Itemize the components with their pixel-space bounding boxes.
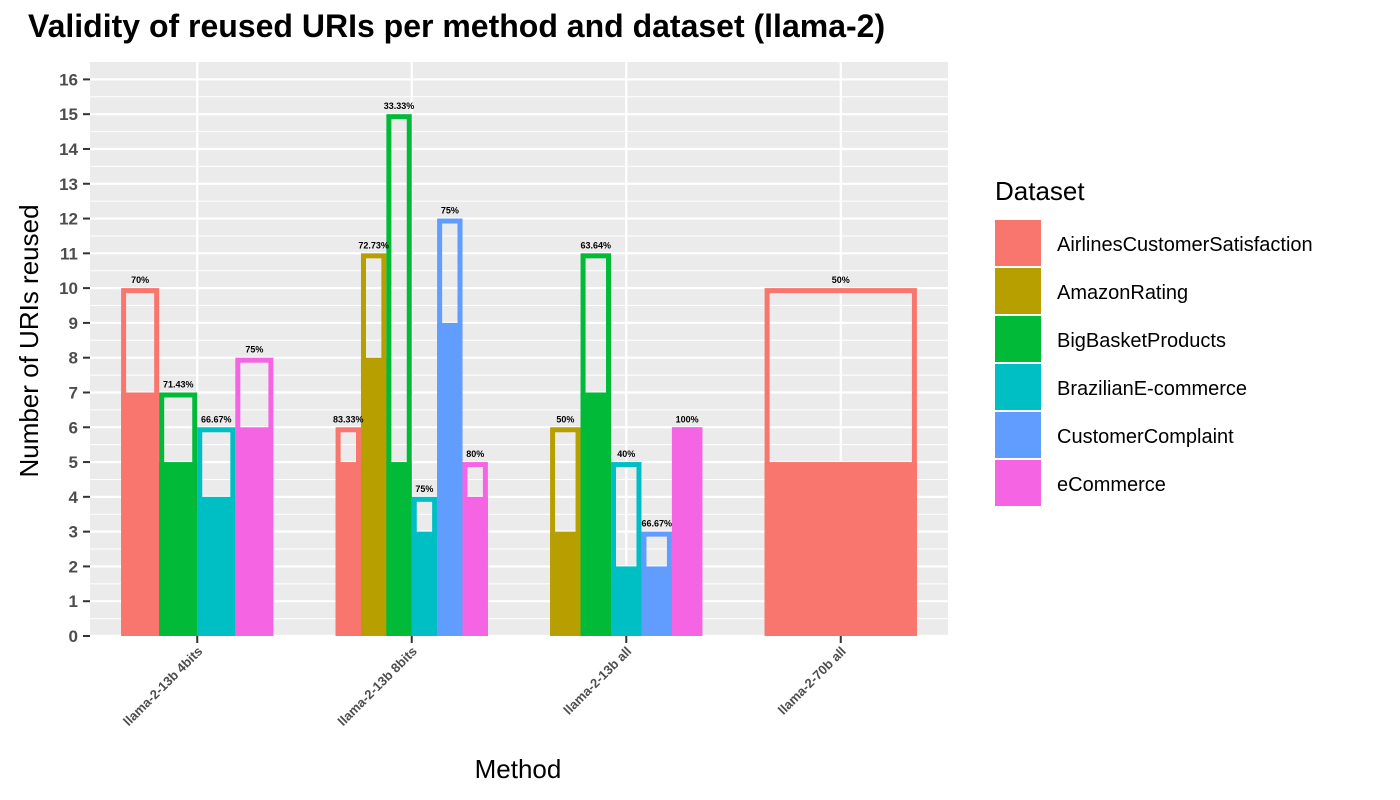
bar-valid-fill — [611, 566, 642, 636]
y-axis-title: Number of URIs reused — [14, 204, 44, 477]
x-tick-label: llama-2-70b all — [775, 644, 849, 718]
y-tick-label: 1 — [69, 592, 78, 611]
legend-key — [995, 412, 1041, 458]
y-tick-label: 10 — [59, 279, 78, 298]
legend-label: eCommerce — [1057, 474, 1166, 496]
bar-data-label: 70% — [131, 275, 149, 285]
bar-valid-fill — [159, 462, 198, 636]
legend-key — [995, 316, 1041, 362]
legend-label: AirlinesCustomerSatisfaction — [1057, 234, 1313, 256]
bar-data-label: 63.64% — [581, 240, 612, 250]
legend-key — [995, 460, 1041, 506]
bar-valid-fill — [386, 462, 412, 636]
chart-title: Validity of reused URIs per method and d… — [28, 8, 886, 44]
x-axis: llama-2-13b 4bits llama-2-13b 8bits llama-… — [120, 636, 849, 729]
legend-label: CustomerComplaint — [1057, 426, 1234, 448]
bar-data-label: 100% — [676, 414, 699, 424]
y-tick-label: 2 — [69, 557, 78, 576]
legend-key — [995, 364, 1041, 410]
bar-valid-fill — [411, 531, 438, 636]
bar-data-label: 66.67% — [201, 414, 232, 424]
legend-title: Dataset — [995, 176, 1085, 206]
x-axis-title: Method — [475, 754, 562, 784]
bar-valid-fill — [764, 462, 917, 636]
y-tick-label: 12 — [59, 210, 78, 229]
y-tick-label: 0 — [69, 627, 78, 646]
y-tick-label: 8 — [69, 349, 78, 368]
bar-valid-fill — [121, 392, 160, 636]
bar-data-label: 33.33% — [384, 101, 415, 111]
bar-data-label: 75% — [245, 345, 263, 355]
y-tick-label: 15 — [59, 105, 78, 124]
y-tick-label: 4 — [69, 488, 79, 507]
y-tick-label: 16 — [59, 70, 78, 89]
bar-valid-fill — [360, 357, 387, 636]
bar-valid-fill — [580, 392, 612, 636]
y-tick-label: 5 — [69, 453, 78, 472]
bar-valid-fill — [641, 566, 672, 636]
legend-key — [995, 220, 1041, 266]
bar-data-label: 50% — [832, 275, 850, 285]
bar-data-label: 40% — [617, 449, 635, 459]
x-tick-label: llama-2-13b all — [560, 644, 634, 718]
x-tick-label: llama-2-13b 4bits — [120, 644, 205, 729]
legend-label: BrazilianE-commerce — [1057, 378, 1247, 400]
bar-valid-fill — [235, 427, 274, 636]
legend: Dataset AirlinesCustomerSatisfaction Amaz… — [995, 176, 1313, 506]
bar-data-label: 72.73% — [358, 240, 389, 250]
bar-data-label: 75% — [415, 484, 433, 494]
legend-key — [995, 268, 1041, 314]
bar-valid-fill — [671, 427, 703, 636]
bar-valid-fill — [550, 531, 581, 636]
legend-label: AmazonRating — [1057, 282, 1188, 304]
legend-label: BigBasketProducts — [1057, 330, 1226, 352]
bar-valid-fill — [437, 322, 463, 636]
bar-valid-fill — [197, 496, 236, 636]
bar-valid-fill — [462, 496, 488, 636]
y-tick-label: 11 — [60, 244, 78, 263]
bars — [121, 114, 917, 637]
bar-data-label: 66.67% — [641, 519, 672, 529]
y-tick-label: 9 — [69, 314, 78, 333]
bar-valid-fill — [335, 462, 361, 636]
y-tick-label: 14 — [59, 140, 78, 159]
x-tick-label: llama-2-13b 8bits — [335, 644, 420, 729]
bar-data-label: 75% — [441, 206, 459, 216]
bar-data-label: 71.43% — [163, 379, 194, 389]
y-tick-label: 7 — [69, 383, 78, 402]
y-tick-label: 3 — [69, 523, 78, 542]
y-tick-label: 6 — [69, 418, 78, 437]
bar-labels: 70% 71.43% 66.67% 75% 83.33% 72.73% 33.33% 75% 7… — [131, 101, 850, 528]
bar-data-label: 80% — [466, 449, 484, 459]
bar-data-label: 83.33% — [333, 414, 364, 424]
bar-data-label: 50% — [556, 414, 574, 424]
y-tick-label: 13 — [59, 175, 78, 194]
